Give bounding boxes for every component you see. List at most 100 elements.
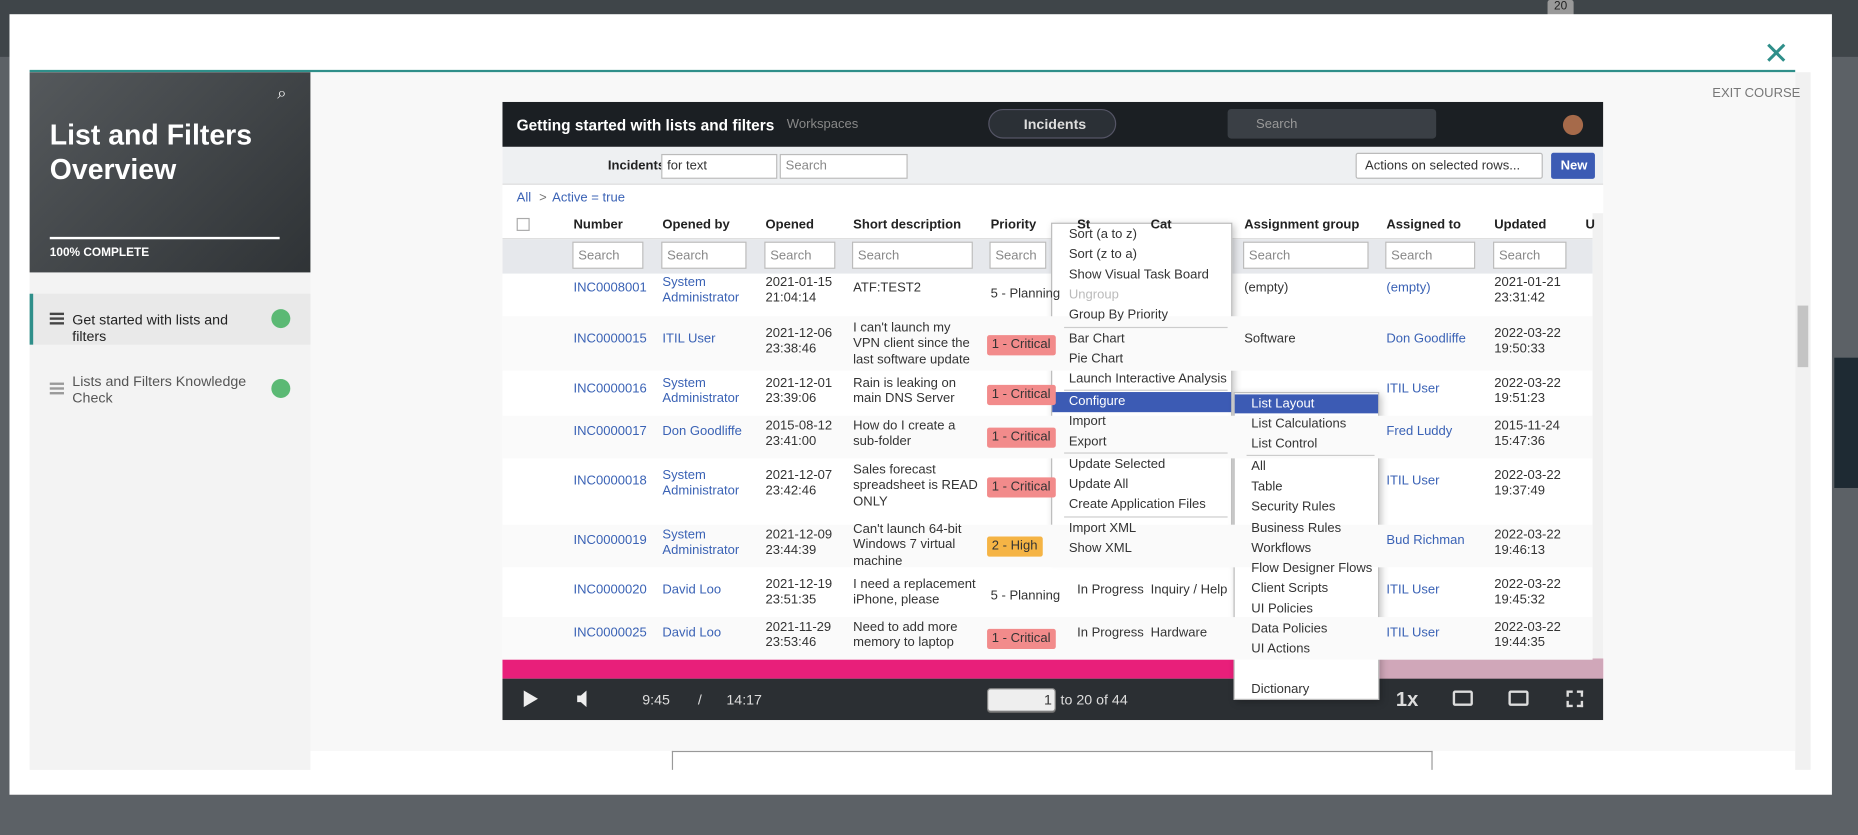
select-all[interactable] xyxy=(516,217,530,231)
submenu-item[interactable]: Client Scripts xyxy=(1251,580,1329,596)
global-search-text[interactable]: Search xyxy=(1256,116,1298,131)
submenu-item[interactable]: Security Rules xyxy=(1251,499,1336,514)
menu-item[interactable]: Update All xyxy=(1068,476,1129,491)
field-select-text[interactable]: for text xyxy=(667,158,707,173)
menu-item[interactable]: Export xyxy=(1068,434,1107,449)
submenu-item[interactable]: List Calculations xyxy=(1251,416,1347,431)
app-tab-label[interactable]: Incidents xyxy=(1023,115,1087,133)
list-search[interactable] xyxy=(779,153,908,179)
menu-item[interactable]: Import xyxy=(1068,413,1106,429)
lesson-active[interactable] xyxy=(29,293,311,345)
cell-assigned[interactable]: ITIL User xyxy=(1386,473,1440,488)
cell-assigned[interactable]: ITIL User xyxy=(1386,582,1440,597)
scroll-thumb[interactable] xyxy=(1797,305,1809,368)
column-header[interactable]: Cat xyxy=(1150,217,1172,232)
cell-number[interactable]: INC0000015 xyxy=(573,331,647,346)
column-search[interactable] xyxy=(1243,241,1369,269)
menu-item[interactable]: Sort (z to a) xyxy=(1068,246,1137,262)
cell-opened-by[interactable]: Don Goodliffe xyxy=(662,423,742,438)
player-page[interactable]: 1 xyxy=(1043,691,1052,708)
page-field[interactable] xyxy=(987,688,1056,712)
submenu-item[interactable]: Workflows xyxy=(1251,540,1312,555)
column-search-text[interactable]: Search xyxy=(578,248,620,263)
column-header[interactable]: Updated xyxy=(1494,217,1547,232)
breadcrumb[interactable]: All xyxy=(516,190,532,205)
fullscreen-button[interactable] xyxy=(1566,690,1584,708)
cell-number[interactable]: INC0008001 xyxy=(573,280,647,295)
submenu-item[interactable]: List Control xyxy=(1251,436,1318,451)
lesson-title[interactable]: Lists and Filters Knowledge Check xyxy=(72,372,247,406)
cell-opened-by[interactable]: David Loo xyxy=(662,625,722,640)
submenu-item[interactable]: UI Actions xyxy=(1251,641,1310,656)
exit-course[interactable]: EXIT COURSE xyxy=(1712,86,1801,101)
field-select[interactable] xyxy=(661,153,778,179)
menu-item[interactable]: Bar Chart xyxy=(1068,331,1125,346)
cell-opened-by[interactable]: System Administrator xyxy=(662,467,740,499)
list-search-text[interactable]: Search xyxy=(785,158,827,173)
column-search-text[interactable]: Search xyxy=(857,248,900,263)
actions-select-text[interactable]: Actions on selected rows... xyxy=(1365,158,1521,173)
cell-opened-by[interactable]: System Administrator xyxy=(662,375,740,406)
column-search-text[interactable]: Search xyxy=(995,248,1037,263)
menu-item[interactable]: Group By Priority xyxy=(1068,307,1169,322)
new-button-text[interactable]: New xyxy=(1560,158,1588,173)
cell-number[interactable]: INC0000025 xyxy=(573,625,647,640)
player-speed[interactable]: 1x xyxy=(1395,688,1419,711)
cell-number[interactable]: INC0000016 xyxy=(573,381,647,396)
menu-item[interactable]: Pie Chart xyxy=(1068,351,1124,366)
submenu-item[interactable]: Flow Designer Flows xyxy=(1251,560,1373,576)
avatar[interactable] xyxy=(1562,114,1584,136)
play-button[interactable] xyxy=(523,690,538,708)
cell-opened-by[interactable]: System Administrator xyxy=(662,527,740,558)
pip-button[interactable] xyxy=(1508,690,1529,706)
new-button[interactable] xyxy=(1551,152,1595,179)
submenu-item[interactable]: All xyxy=(1251,458,1266,474)
menu-item[interactable]: Configure xyxy=(1068,393,1126,409)
cell-number[interactable]: INC0000017 xyxy=(573,423,647,438)
submenu-item[interactable]: UI Policies xyxy=(1251,601,1313,616)
actions-select[interactable] xyxy=(1355,152,1543,179)
column-header[interactable]: Priority xyxy=(990,217,1037,232)
menu-item[interactable]: Import XML xyxy=(1068,520,1137,535)
cell-assigned[interactable]: Fred Luddy xyxy=(1386,423,1453,438)
cell-number[interactable]: INC0000020 xyxy=(573,582,647,597)
search-icon[interactable]: ⌕ xyxy=(277,82,287,102)
column-search[interactable] xyxy=(1385,241,1476,269)
nav-workspaces[interactable]: Workspaces xyxy=(786,116,859,131)
column-search-text[interactable]: Search xyxy=(1391,248,1433,263)
column-search[interactable] xyxy=(661,241,747,269)
submenu-item[interactable]: Data Policies xyxy=(1251,621,1328,636)
column-header[interactable]: Assigned to xyxy=(1386,217,1461,232)
submenu-item[interactable]: Business Rules xyxy=(1251,520,1342,535)
cc-button[interactable] xyxy=(1452,690,1473,706)
breadcrumb[interactable]: Active = true xyxy=(552,190,626,205)
menu-item[interactable]: Show Visual Task Board xyxy=(1068,267,1209,282)
column-header[interactable]: St xyxy=(1077,217,1091,232)
cell-assigned[interactable]: Bud Richman xyxy=(1386,532,1465,547)
cell-opened-by[interactable]: System Administrator xyxy=(662,274,740,306)
column-search-text[interactable]: Search xyxy=(1248,248,1291,263)
lesson-title[interactable]: Get started with lists and filters xyxy=(72,310,228,345)
cell-opened-by[interactable]: ITIL User xyxy=(662,331,716,346)
cell-assigned[interactable]: (empty) xyxy=(1386,280,1431,295)
column-search-text[interactable]: Search xyxy=(667,248,709,263)
column-header[interactable]: Short description xyxy=(853,217,962,232)
menu-item[interactable]: Sort (a to z) xyxy=(1068,226,1137,242)
column-header[interactable]: Assignment group xyxy=(1244,217,1360,232)
column-header[interactable]: Opened xyxy=(765,217,815,232)
submenu-item[interactable]: Table xyxy=(1251,479,1283,494)
close-button[interactable]: ✕ xyxy=(1763,35,1790,72)
cell-assigned[interactable]: ITIL User xyxy=(1386,625,1440,640)
menu-item[interactable]: Update Selected xyxy=(1068,456,1166,471)
app-tab[interactable] xyxy=(988,108,1117,139)
menu-item[interactable]: Launch Interactive Analysis xyxy=(1068,371,1227,386)
cell-number[interactable]: INC0000019 xyxy=(573,532,647,547)
volume-button[interactable] xyxy=(577,690,587,708)
cell-number[interactable]: INC0000018 xyxy=(573,473,647,488)
column-search[interactable] xyxy=(989,241,1047,269)
column-header[interactable]: Number xyxy=(573,217,623,232)
column-search[interactable] xyxy=(572,241,644,269)
column-header[interactable]: U xyxy=(1585,217,1595,232)
menu-item[interactable]: Show XML xyxy=(1068,540,1132,555)
cell-opened-by[interactable]: David Loo xyxy=(662,582,722,597)
